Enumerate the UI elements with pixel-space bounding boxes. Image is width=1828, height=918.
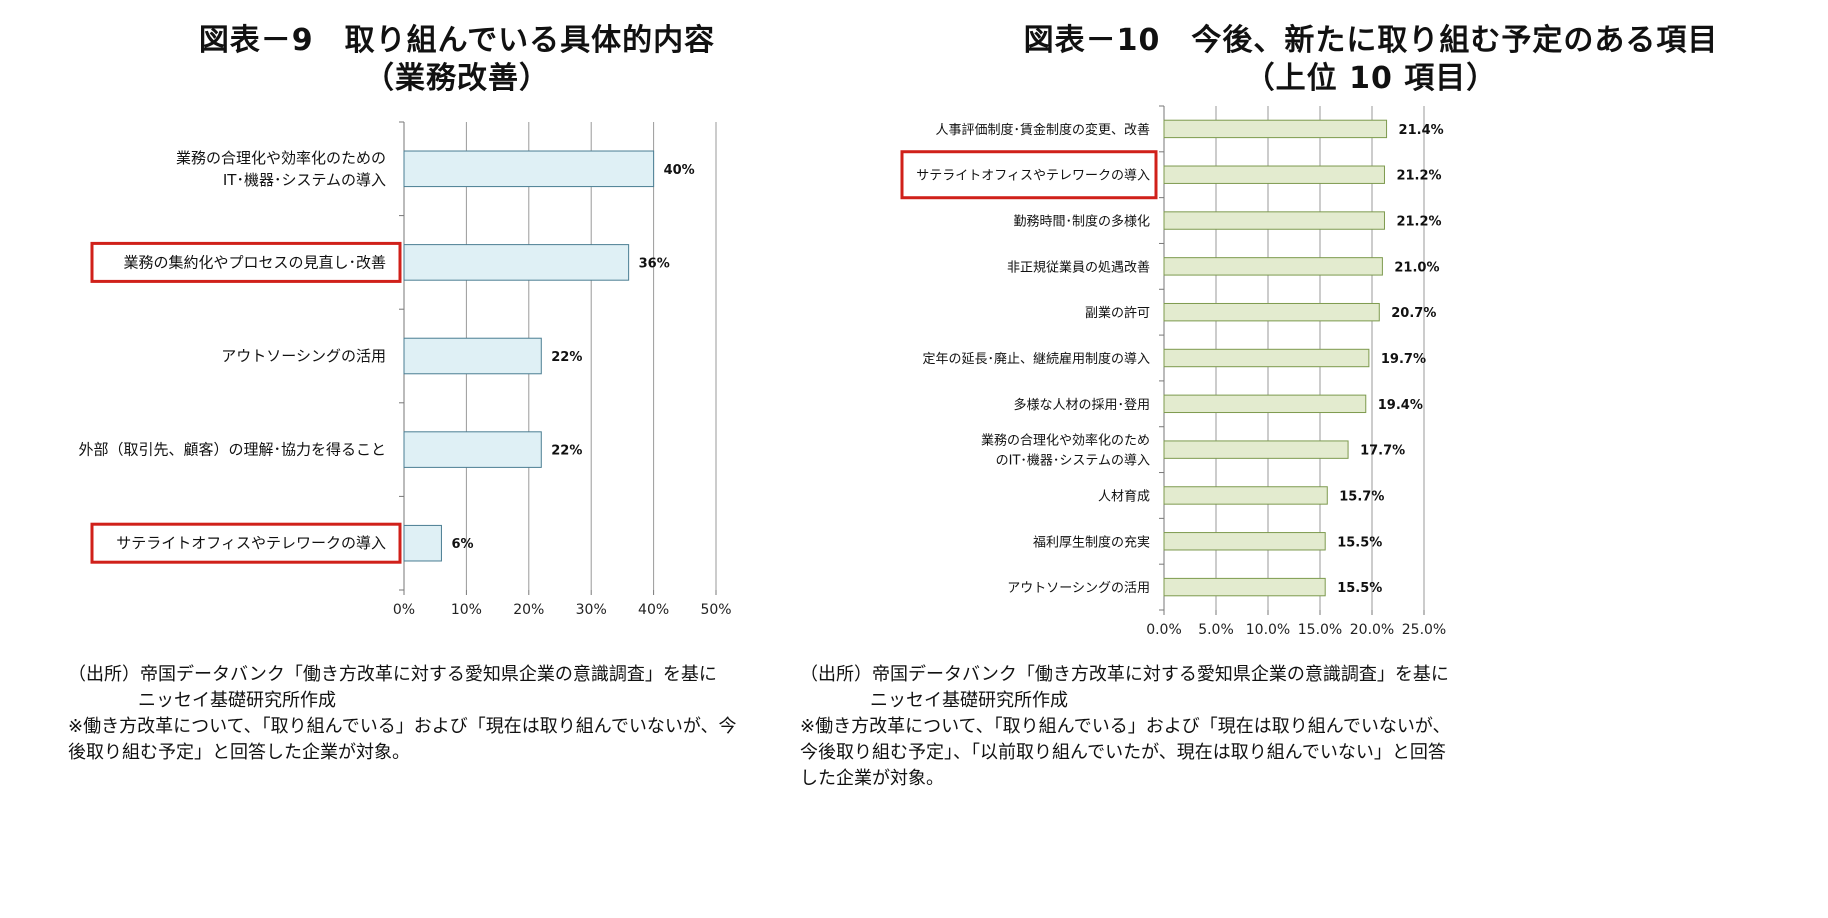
bar <box>1163 348 1370 368</box>
data-label: 15.5% <box>1337 581 1382 596</box>
data-label: 22% <box>551 444 582 459</box>
bar <box>1163 394 1367 414</box>
x-tick-label: 20% <box>513 602 544 618</box>
note-line-2: 後取り組む予定」と回答した企業が対象。 <box>68 742 410 763</box>
category-label: 副業の許可 <box>1085 305 1150 321</box>
bar <box>403 337 542 375</box>
notes-right-block: （出所）帝国データバンク「働き方改革に対する愛知県企業の意識調査」を基に ニッセ… <box>800 662 1450 792</box>
category-label: 定年の延長･廃止、継続雇用制度の導入 <box>922 351 1150 367</box>
category-label: サテライトオフィスやテレワークの導入 <box>916 169 1150 184</box>
note-line-1: ※働き方改革について、「取り組んでいる」および「現在は取り組んでいないが、今 <box>68 716 737 737</box>
data-label: 21.2% <box>1396 215 1441 230</box>
x-tick-label: 5.0% <box>1198 622 1234 638</box>
x-tick-label: 30% <box>576 602 607 618</box>
source-line-2-right: ニッセイ基礎研究所作成 <box>870 690 1068 711</box>
notes-left: （出所）帝国データバンク「働き方改革に対する愛知県企業の意識調査」を基に ニッセ… <box>68 662 736 766</box>
highlight-box <box>90 522 402 564</box>
category-label: サテライトオフィスやテレワークの導入 <box>116 534 386 552</box>
bar <box>403 150 655 188</box>
bar <box>1163 440 1349 459</box>
category-label: アウトソーシングの活用 <box>1007 581 1150 596</box>
bar <box>1163 532 1326 551</box>
data-label: 40% <box>664 163 695 178</box>
data-label: 21.4% <box>1399 123 1444 138</box>
data-label: 22% <box>551 350 582 365</box>
data-label: 21.0% <box>1394 260 1439 275</box>
x-tick-label: 50% <box>700 602 731 618</box>
chart-title-right-main: 図表－10 今後、新たに取り組む予定のある項目 <box>1023 23 1719 58</box>
chart-title-left-sub: （業務改善） <box>364 61 550 96</box>
category-label: 非正規従業員の処遇改善 <box>1007 259 1150 275</box>
category-label: 外部（取引先、顧客）の理解･協力を得ること <box>78 441 386 459</box>
x-tick-label: 10% <box>451 602 482 618</box>
data-label: 15.5% <box>1337 535 1382 550</box>
x-tick-label: 15.0% <box>1298 622 1342 638</box>
bar-chart-left: 0% 10% 20% 30% 40% 50% 40% 業務の合理化や効率化のための IT･機器･… <box>78 121 732 618</box>
bar <box>1163 577 1326 597</box>
category-label: 多様な人材の採用･登用 <box>1013 397 1150 413</box>
chart-title-left-main: 図表－9 取り組んでいる具体的内容 <box>198 23 716 58</box>
x-tick-label: 0.0% <box>1146 622 1182 638</box>
category-label: アウトソーシングの活用 <box>221 347 386 365</box>
bar <box>403 524 442 562</box>
data-label: 6% <box>451 537 473 552</box>
x-tick-label: 25.0% <box>1402 622 1446 638</box>
source-line-1: （出所）帝国データバンク「働き方改革に対する愛知県企業の意識調査」を基に <box>68 664 717 685</box>
source-line-2: ニッセイ基礎研究所作成 <box>138 690 336 711</box>
source-line-1-right: （出所）帝国データバンク「働き方改革に対する愛知県企業の意識調査」を基に <box>800 664 1449 685</box>
note-line-3-right: した企業が対象。 <box>800 768 944 789</box>
bar <box>1163 302 1380 322</box>
bar-chart-right: 0.0% 5.0% 10.0% 15.0% 20.0% 25.0% 21.4% 人事評価制度･… <box>900 105 1446 638</box>
bar <box>1163 486 1328 505</box>
bar <box>1163 119 1388 139</box>
x-tick-label: 40% <box>638 602 669 618</box>
category-label: 福利厚生制度の充実 <box>1033 534 1150 550</box>
data-label: 21.2% <box>1396 169 1441 184</box>
data-label: 20.7% <box>1391 306 1436 321</box>
category-label: 業務の合理化や効率化のため <box>981 433 1150 449</box>
category-label: 人事評価制度･賃金制度の変更、改善 <box>935 122 1150 138</box>
x-tick-label: 0% <box>393 602 415 618</box>
right-panel: 図表－10 今後、新たに取り組む予定のある項目 （上位 10 項目） 0.0% 5… <box>900 0 1828 918</box>
chart-title-right-sub: （上位 10 項目） <box>1244 61 1498 96</box>
chart-title-left: 図表－9 取り組んでいる具体的内容 （業務改善） <box>0 22 914 98</box>
note-line-2-right: 今後取り組む予定」、「以前取り組んでいたが、現在は取り組んでいない」と回答 <box>800 742 1446 763</box>
bar <box>403 431 542 468</box>
bar <box>1163 257 1383 276</box>
left-panel: 図表－9 取り組んでいる具体的内容 （業務改善） 0% 10% 20% 30% 40% 5… <box>0 22 914 766</box>
category-label: IT･機器･システムの導入 <box>223 171 386 189</box>
x-tick-label: 10.0% <box>1246 622 1290 638</box>
note-line-1-right: ※働き方改革について、「取り組んでいる」および「現在は取り組んでいないが、 <box>800 716 1451 737</box>
bar <box>1163 165 1385 184</box>
category-label: 人材育成 <box>1098 488 1150 504</box>
bar <box>1163 211 1385 230</box>
chart-title-right: 図表－10 今後、新たに取り組む予定のある項目 （上位 10 項目） <box>914 22 1828 98</box>
highlight-box <box>90 241 402 283</box>
data-label: 19.4% <box>1378 398 1423 413</box>
data-label: 17.7% <box>1360 444 1405 459</box>
bar <box>403 244 630 281</box>
data-label: 36% <box>639 256 670 271</box>
data-label: 19.7% <box>1381 352 1426 367</box>
x-tick-label: 20.0% <box>1350 622 1394 638</box>
category-label: 勤務時間･制度の多様化 <box>1013 214 1150 230</box>
highlight-box <box>900 150 1158 200</box>
data-label: 15.7% <box>1339 489 1384 504</box>
category-label: 業務の合理化や効率化のための <box>176 149 386 167</box>
category-label: のIT･機器･システムの導入 <box>996 454 1150 469</box>
category-label: 業務の集約化やプロセスの見直し･改善 <box>123 253 386 271</box>
